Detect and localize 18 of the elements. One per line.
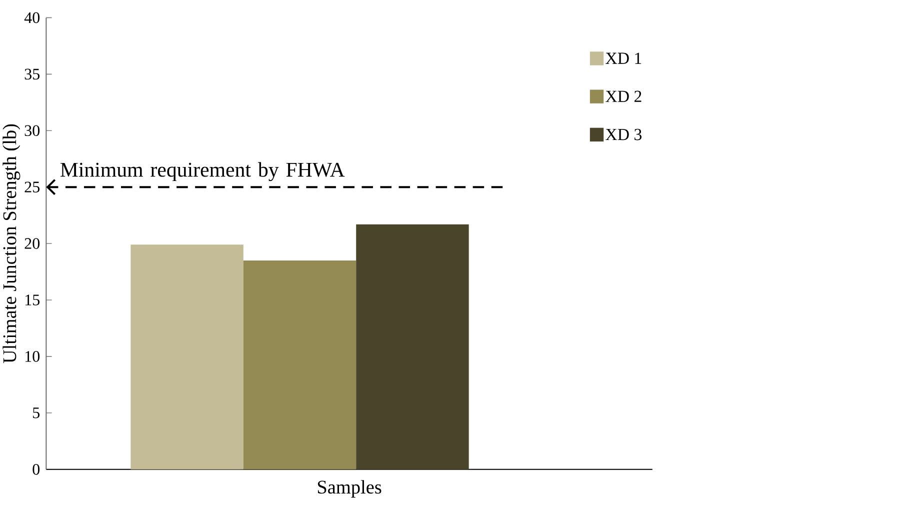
- y-tick-label: 30: [24, 124, 40, 136]
- y-tick-label: 35: [24, 68, 40, 80]
- y-tick-label: 15: [25, 294, 40, 306]
- y-tick-label: 20: [24, 238, 40, 249]
- y-axis-title: Ultimate Junction Strength (lb): [2, 124, 20, 363]
- y-tick-label: 5: [33, 407, 40, 418]
- y-tick-label: 0: [32, 464, 40, 475]
- bar: [356, 224, 469, 470]
- legend-label: XD 1: [606, 52, 642, 64]
- x-axis-title: Samples: [318, 480, 382, 498]
- bar: [130, 244, 244, 470]
- bar: [243, 260, 356, 470]
- ref-line-label: Minimum requirement by FHWA: [60, 162, 345, 181]
- legend-label: XD 2: [606, 90, 642, 102]
- y-tick-label: 40: [24, 12, 40, 23]
- y-tick-label: 25: [24, 181, 40, 192]
- y-tick-label: 10: [25, 350, 40, 362]
- legend-label: XD 3: [606, 128, 642, 140]
